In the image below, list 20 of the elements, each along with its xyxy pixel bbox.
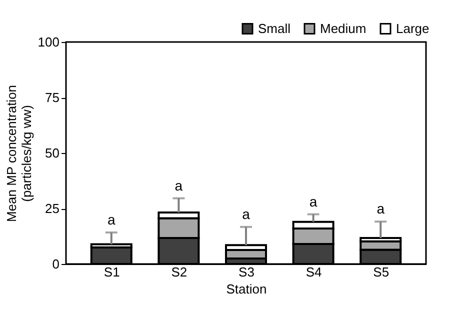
annotation: a	[107, 211, 116, 228]
legend-label: Large	[396, 20, 430, 36]
x-tick-label: S1	[104, 264, 120, 280]
legend-label: Small	[258, 20, 291, 36]
x-axis-title: Station	[226, 282, 267, 296]
y-tick-label: 0	[52, 256, 60, 272]
x-tick-label: S2	[171, 264, 188, 280]
annotation: a	[174, 177, 183, 194]
annotation: a	[309, 193, 318, 210]
y-tick-label: 25	[45, 201, 60, 216]
x-tick-label: S3	[238, 264, 254, 280]
x-tick-label: S5	[373, 264, 390, 280]
y-tick-label: 75	[45, 90, 60, 105]
x-tick-label: S4	[306, 264, 322, 280]
y-tick-label: 50	[45, 146, 60, 160]
legend-label: Medium	[320, 20, 366, 36]
annotation: a	[242, 206, 250, 222]
annotation: a	[376, 200, 385, 217]
y-axis-title: Mean MP concentration (particles/kg ww)	[4, 84, 34, 222]
y-tick-label: 100	[38, 34, 60, 50]
